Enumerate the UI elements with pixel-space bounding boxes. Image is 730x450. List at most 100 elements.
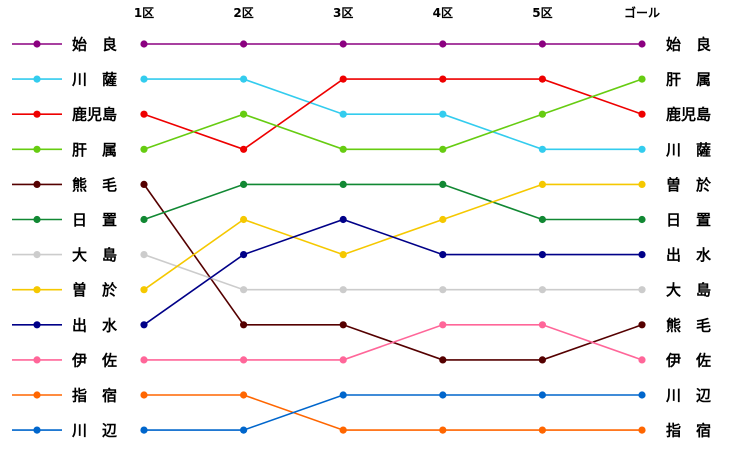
data-point (439, 180, 447, 188)
legend-label: 鹿児島 (72, 106, 117, 124)
final-rank-label: 出 水 (666, 246, 712, 264)
data-point (339, 286, 347, 294)
legend-marker (33, 75, 41, 83)
data-point (538, 110, 547, 118)
legend-label: 指 宿 (72, 387, 117, 405)
stage-label: 1区 (134, 6, 154, 20)
data-point (538, 321, 547, 329)
data-point (439, 110, 447, 118)
data-point (638, 40, 646, 48)
legend-marker (33, 391, 41, 399)
data-point (638, 75, 646, 83)
data-point (339, 110, 347, 118)
data-point (638, 215, 646, 224)
data-point (240, 286, 248, 294)
data-point (339, 251, 347, 259)
data-point (140, 145, 148, 153)
legend-label: 川 辺 (71, 422, 118, 440)
data-point (638, 145, 646, 153)
legend-marker (33, 145, 41, 153)
legend-marker (33, 321, 41, 329)
data-point (439, 251, 447, 259)
legend-label: 川 薩 (71, 71, 117, 89)
legend-label: 日 置 (72, 211, 117, 229)
data-point (538, 356, 547, 364)
data-point (240, 321, 248, 329)
legend-marker (33, 215, 41, 224)
data-point (140, 180, 148, 188)
data-point (638, 321, 646, 329)
data-point (140, 391, 148, 399)
final-rank-label: 川 薩 (665, 141, 711, 159)
legend-label: 肝 属 (72, 141, 117, 159)
final-rank-label: 始 良 (666, 36, 711, 54)
legend-marker (33, 40, 41, 48)
legend-marker (33, 286, 41, 294)
final-rank-label: 肝 属 (666, 71, 711, 89)
data-point (538, 426, 547, 434)
data-point (240, 251, 248, 259)
data-point (538, 145, 547, 153)
data-point (240, 145, 248, 153)
data-point (538, 215, 547, 224)
data-point (140, 356, 148, 364)
final-rank-label: 日 置 (666, 211, 711, 229)
data-point (240, 180, 248, 188)
series-line (143, 218, 642, 326)
data-point (339, 426, 347, 434)
data-point (339, 40, 347, 48)
stage-label: 5区 (532, 6, 552, 20)
data-point (240, 215, 248, 224)
series-line (143, 253, 642, 291)
stage-label: 2区 (233, 6, 253, 20)
data-point (339, 356, 347, 364)
legend-label: 伊 佐 (71, 351, 117, 369)
data-point (140, 110, 148, 118)
legend-marker (33, 426, 41, 434)
data-point (140, 321, 148, 329)
data-point (439, 426, 447, 434)
legend-marker (33, 251, 41, 259)
data-point (638, 356, 646, 364)
legend-marker (33, 110, 41, 118)
data-point (339, 75, 347, 83)
data-point (538, 75, 547, 83)
final-rank-label: 大 島 (666, 281, 711, 299)
stage-label: 3区 (333, 6, 353, 20)
data-point (140, 426, 148, 434)
data-point (240, 75, 248, 83)
data-point (140, 75, 148, 83)
final-rank-label: 伊 佐 (665, 351, 711, 369)
data-point (538, 286, 547, 294)
legend-label: 熊 毛 (72, 176, 117, 194)
series-line (144, 78, 642, 151)
data-point (439, 356, 447, 364)
series-line (143, 78, 643, 151)
series-line (143, 183, 642, 221)
legend-label: 大 島 (72, 246, 117, 264)
data-point (638, 391, 646, 399)
series-line (143, 78, 643, 151)
final-rank-label: 熊 毛 (666, 316, 711, 334)
legend-label: 出 水 (72, 316, 118, 334)
series-points (140, 40, 646, 434)
data-point (339, 321, 347, 329)
data-point (240, 391, 248, 399)
final-rank-label: 曽 於 (666, 176, 712, 194)
data-point (439, 215, 447, 224)
series-line (144, 394, 642, 431)
data-point (140, 40, 148, 48)
data-point (439, 286, 447, 294)
data-point (140, 215, 148, 224)
legend-label: 始 良 (72, 36, 117, 54)
data-point (638, 251, 646, 259)
data-point (140, 286, 148, 294)
data-point (439, 75, 447, 83)
legend-marker (33, 356, 41, 364)
stage-label: ゴール (624, 5, 660, 20)
final-rank-label: 鹿児島 (666, 106, 711, 124)
